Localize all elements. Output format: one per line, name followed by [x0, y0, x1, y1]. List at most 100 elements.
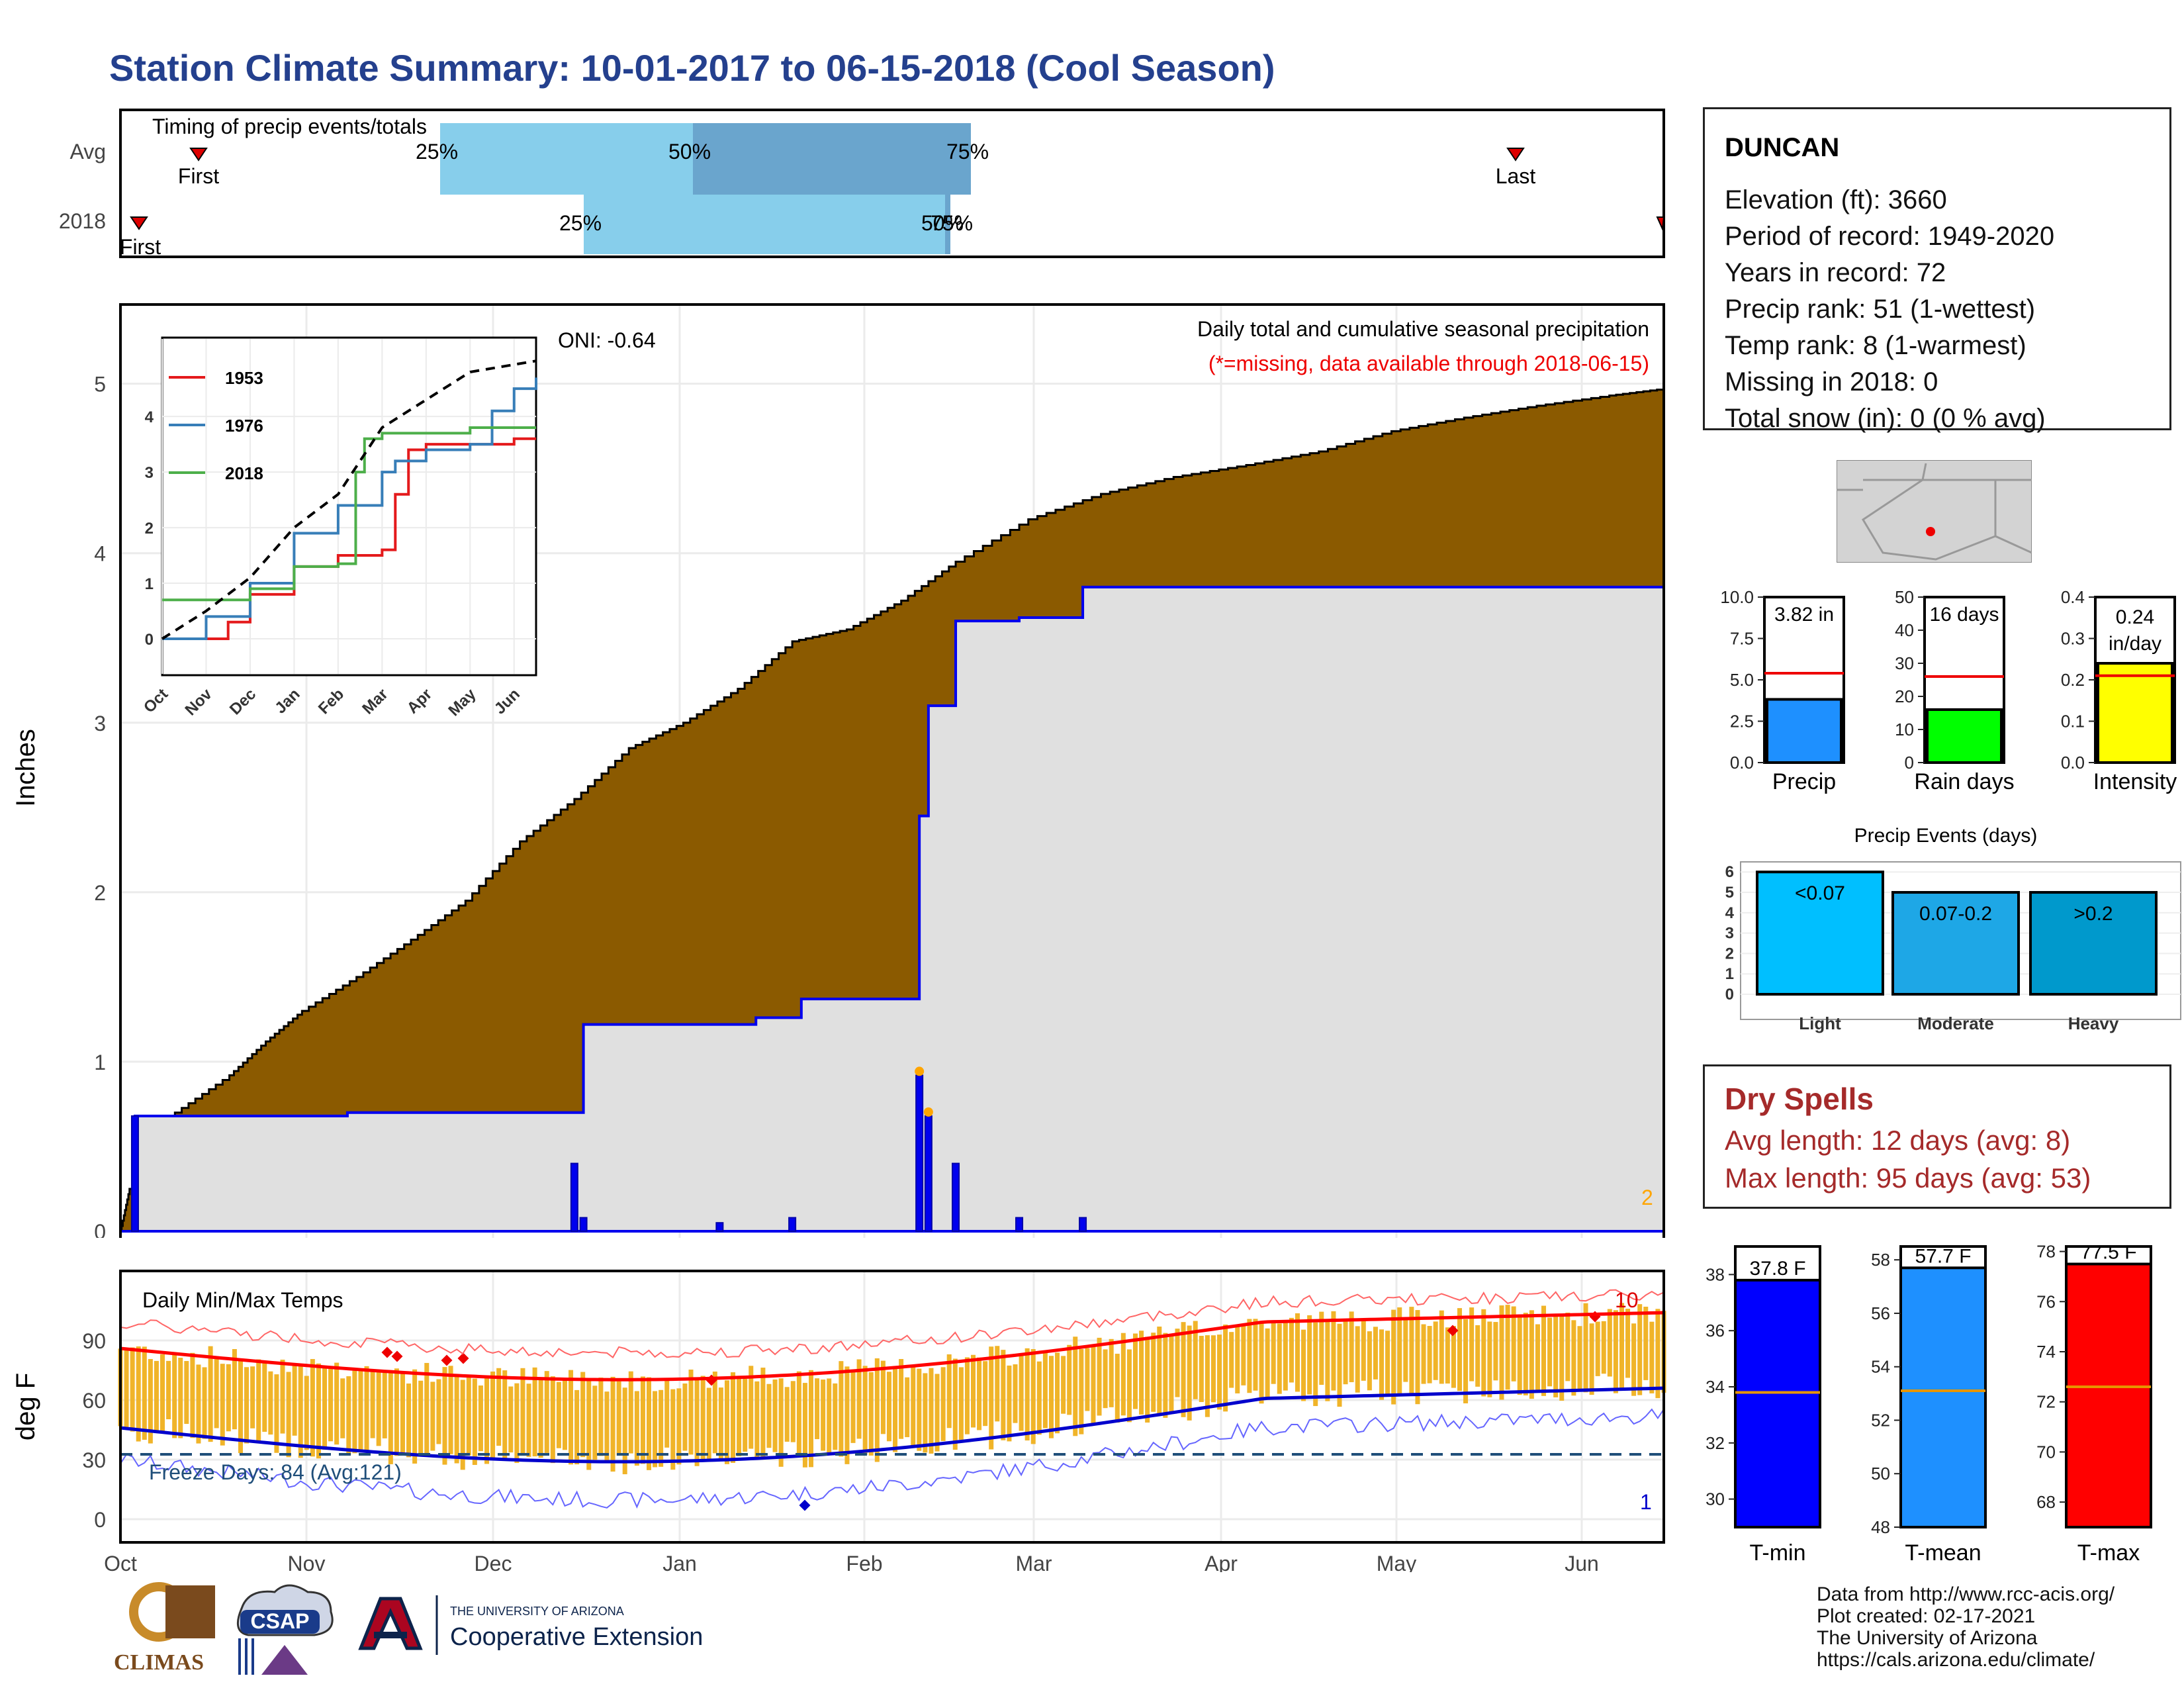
summary-tick-label: 7.5 — [1730, 629, 1754, 649]
daily-temp-bar — [784, 1387, 790, 1442]
daily-temp-bar — [917, 1368, 922, 1451]
station-elevation: Elevation (ft): 3660 — [1725, 185, 1947, 214]
daily-temp-bar — [454, 1376, 459, 1464]
daily-temp-bar — [394, 1368, 399, 1456]
daily-temp-bar — [964, 1357, 970, 1434]
daily-temp-bar — [214, 1359, 219, 1429]
daily-temp-bar — [1571, 1320, 1576, 1396]
station-location-dot — [1926, 527, 1935, 536]
tbar-tick-label: 36 — [1706, 1321, 1725, 1340]
temperature-bars-content: 37.8 F 30 32 34 36 38 T-min 57.7 F 48 50 52 54 56 58 T… — [1706, 1242, 2152, 1566]
summary-tick-label: 10.0 — [1720, 587, 1754, 607]
daily-temp-bar — [1577, 1326, 1582, 1391]
daily-temp-bar — [640, 1376, 645, 1464]
daily-temp-bar — [202, 1367, 207, 1439]
inset-ytick: 1 — [145, 575, 154, 593]
daily-temp-bar — [929, 1368, 934, 1454]
daily-temp-bar — [911, 1366, 916, 1446]
missing-note: (*=missing, data available through 2018-… — [1208, 352, 1649, 375]
daily-temp-bar — [1493, 1322, 1498, 1381]
daily-temp-bar — [833, 1383, 838, 1450]
inset-ytick: 3 — [145, 464, 154, 482]
events-bar-heavy — [2029, 891, 2158, 996]
temp-ytick-label: 60 — [82, 1389, 106, 1413]
logos: CLIMAS CSAP THE UNIVERSITY OF ARIZONA Co… — [114, 1582, 703, 1675]
daily-temp-bar — [749, 1366, 754, 1449]
temp-month-label: Mar — [1015, 1552, 1052, 1572]
daily-temp-bar — [256, 1359, 261, 1444]
daily-temp-bar — [821, 1380, 826, 1451]
daily-temp-bar — [238, 1358, 243, 1454]
daily-temp-bar — [1024, 1348, 1030, 1441]
tbar-value-label: 77.5 F — [2080, 1242, 2136, 1264]
daily-temp-bar — [346, 1376, 351, 1455]
daily-temp-bar — [940, 1367, 946, 1441]
daily-temp-bar — [1241, 1325, 1246, 1385]
summary-value-label: 16 days — [1929, 604, 1999, 626]
csap-text: CSAP — [251, 1609, 310, 1633]
daily-temp-bar — [1619, 1303, 1624, 1390]
daily-temp-bar — [1487, 1321, 1492, 1397]
daily-temp-bar — [1283, 1322, 1288, 1391]
temp-month-label: Oct — [104, 1552, 137, 1572]
precip-count-label: 2 — [1641, 1186, 1653, 1209]
daily-temp-bar — [370, 1371, 375, 1438]
tbar-tick-label: 72 — [2036, 1392, 2056, 1412]
summary-tick-label: 0.0 — [2061, 753, 2085, 773]
daily-temp-bar — [532, 1367, 537, 1457]
events-bar-label: 0.07-0.2 — [1919, 903, 1992, 925]
daily-temp-bar — [382, 1370, 387, 1438]
daily-temp-bar — [1120, 1333, 1126, 1416]
daily-temp-bar — [226, 1364, 231, 1432]
daily-temp-bar — [424, 1362, 430, 1454]
daily-temp-bar — [418, 1380, 424, 1454]
daily-temp-bar — [737, 1378, 742, 1456]
daily-temp-bar — [148, 1359, 153, 1444]
temp-ylabel: deg F — [11, 1373, 40, 1440]
daily-temp-bar — [610, 1376, 615, 1472]
daily-temp-bar — [790, 1381, 796, 1442]
tmin-record-line — [120, 1408, 1664, 1509]
daily-temp-bar — [983, 1361, 988, 1427]
avg-50-label: 50% — [668, 140, 711, 164]
university-of-arizona-logo: THE UNIVERSITY OF ARIZONA Cooperative Ex… — [358, 1595, 703, 1655]
daily-temp-bar — [1655, 1309, 1661, 1399]
summary-tick-label: 0.1 — [2061, 712, 2085, 731]
summary-tick-label: 0.3 — [2061, 629, 2085, 649]
daily-temp-bar — [286, 1372, 291, 1458]
events-bar-label: >0.2 — [2073, 903, 2113, 925]
daily-temp-bar — [700, 1376, 705, 1461]
daily-temp-bar — [496, 1368, 502, 1446]
events-category-label: Moderate — [1917, 1013, 1994, 1033]
daily-temp-bar — [772, 1379, 778, 1452]
inset-legend-label: 2018 — [225, 463, 263, 483]
record-low-count: 1 — [1640, 1490, 1652, 1514]
daily-temp-bar — [1409, 1307, 1414, 1393]
daily-temp-bar — [995, 1346, 1000, 1422]
daily-temp-bar — [1181, 1322, 1186, 1417]
summary-tick-label: 20 — [1895, 686, 1914, 706]
avg-25-50-bar — [440, 123, 693, 195]
inset-chart: 0 1 2 3 4 Oct Nov Dec Jan Feb Mar Apr May Jun 1953 1976… — [140, 336, 537, 720]
temp-grid — [119, 1271, 1664, 1542]
daily-temp-bar — [526, 1383, 531, 1457]
daily-temp-bar — [328, 1368, 334, 1442]
daily-temp-bar — [478, 1385, 483, 1452]
tbar-tick-label: 48 — [1871, 1517, 1890, 1537]
daily-temp-bar — [304, 1376, 309, 1450]
daily-temp-bar — [1115, 1354, 1120, 1423]
daily-temp-bar — [196, 1364, 201, 1444]
temp-ytick-label: 30 — [82, 1448, 106, 1472]
summary-bar-precip — [1766, 698, 1843, 764]
daily-temp-bar — [802, 1383, 807, 1468]
daily-temp-bar — [1403, 1317, 1408, 1382]
daily-precip-bar — [1015, 1217, 1024, 1233]
precip-ticks: 0 1 2 3 4 5 — [94, 373, 106, 1238]
daily-temp-bar — [292, 1363, 297, 1436]
inset-average-line — [161, 359, 537, 640]
station-precip-rank: Precip rank: 51 (1-wettest) — [1725, 295, 2036, 324]
events-category-label: Light — [1799, 1013, 1841, 1033]
daily-temp-bar — [1067, 1344, 1072, 1415]
daily-temp-bar — [406, 1383, 412, 1458]
